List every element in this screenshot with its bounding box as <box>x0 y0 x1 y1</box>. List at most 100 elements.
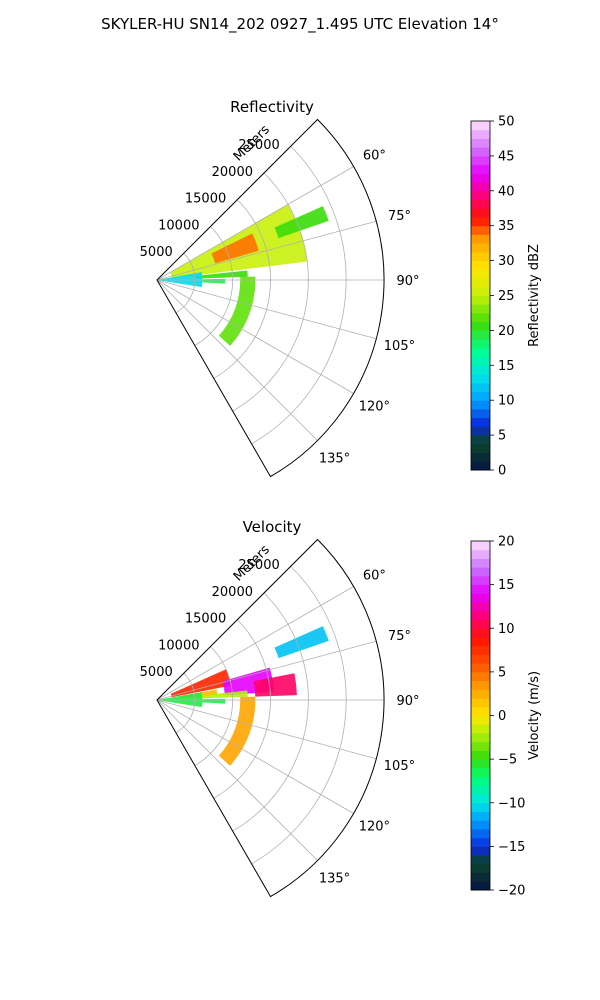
azimuth-tick-label: 120° <box>359 820 390 835</box>
colorbar-swatch <box>471 776 490 786</box>
colorbar-swatch <box>471 741 490 751</box>
colorbar-swatch <box>471 541 490 551</box>
colorbar-swatch <box>471 846 490 856</box>
colorbar-swatch <box>471 628 490 638</box>
grid-arc-10000 <box>194 646 234 766</box>
echo-region-2 <box>274 206 329 239</box>
colorbar-tick-label: 10 <box>498 394 515 409</box>
colorbar-swatch <box>471 863 490 874</box>
colorbar-swatch <box>471 855 490 865</box>
azimuth-tick-label: 135° <box>319 451 350 466</box>
colorbar-swatch <box>471 724 490 734</box>
grid-arc-25000 <box>251 565 347 865</box>
colorbar-swatch <box>471 225 490 235</box>
radial-tick-label: 5000 <box>140 245 173 260</box>
colorbar-swatch <box>471 881 490 891</box>
colorbar-swatch <box>471 811 490 821</box>
figure-title: SKYLER-HU SN14_202 0927_1.495 UTC Elevat… <box>101 15 499 33</box>
azimuth-tick-label: 75° <box>388 209 411 224</box>
colorbar-swatch <box>471 147 490 157</box>
colorbar-swatch <box>471 575 490 586</box>
colorbar-swatch <box>471 216 490 227</box>
echo-region-4 <box>194 690 248 699</box>
colorbar-swatch <box>471 767 490 778</box>
sector-outline <box>156 538 385 898</box>
colorbar-swatch <box>471 732 490 743</box>
colorbar: −20 −15 −10 −5 0 5 10 15 20 Velocity (m/s) <box>470 535 542 899</box>
colorbar-swatch <box>471 121 490 131</box>
colorbar-swatch <box>471 636 490 647</box>
colorbar-swatch <box>471 347 490 358</box>
colorbar-swatch <box>471 602 490 612</box>
colorbar-tick-label: 30 <box>498 254 515 269</box>
colorbar-tick-label: 15 <box>498 578 515 593</box>
colorbar-swatch <box>471 426 490 436</box>
colorbar-tick-label: 0 <box>498 464 506 479</box>
colorbar-tick-label: 45 <box>498 149 515 164</box>
colorbar-swatch <box>471 567 490 577</box>
colorbar-swatch <box>471 190 490 201</box>
colorbar-swatch <box>471 374 490 384</box>
colorbar-swatch <box>471 461 490 471</box>
colorbar-swatch <box>471 208 490 218</box>
azimuth-tick-label: 105° <box>384 759 415 774</box>
colorbar-swatch <box>471 400 490 410</box>
colorbar-label: Velocity (m/s) <box>527 671 542 760</box>
colorbar-tick-label: 35 <box>498 219 515 234</box>
grid-spoke-135 <box>156 279 318 441</box>
colorbar-tick-label: 10 <box>498 622 515 637</box>
colorbar-swatch <box>471 452 490 462</box>
colorbar-swatch <box>471 356 490 366</box>
grid-spoke-75 <box>156 220 377 281</box>
colorbar-swatch <box>471 382 490 392</box>
colorbar-swatch <box>471 663 490 673</box>
colorbar: 0 5 10 15 20 25 30 35 40 45 50 Reflectivity dBZ <box>470 115 542 479</box>
grid-arc-25000 <box>251 145 347 445</box>
radial-tick-label: 15000 <box>185 192 226 207</box>
azimuth-tick-label: 90° <box>396 274 419 289</box>
colorbar-swatch <box>471 182 490 192</box>
azimuth-tick-label: 60° <box>363 569 386 584</box>
echo-region-1 <box>211 233 259 264</box>
colorbar-swatch <box>471 408 490 419</box>
colorbar-swatch <box>471 234 490 244</box>
colorbar-swatch <box>471 802 490 812</box>
colorbar-tick-label: 0 <box>498 709 506 724</box>
colorbar-swatch <box>471 654 490 664</box>
colorbar-swatch <box>471 558 490 568</box>
colorbar-swatch <box>471 164 490 174</box>
colorbar-tick-label: 40 <box>498 184 515 199</box>
colorbar-swatch <box>471 330 490 340</box>
colorbar-swatch <box>471 365 490 375</box>
grid-spoke-120 <box>156 699 354 814</box>
azimuth-tick-label: 90° <box>396 694 419 709</box>
colorbar-swatch <box>471 785 490 795</box>
colorbar-tick-label: −20 <box>498 884 525 899</box>
colorbar-tick-label: −5 <box>498 753 517 768</box>
grid-arc-15000 <box>213 619 271 799</box>
colorbar-tick-label: 50 <box>498 115 515 130</box>
panel-title: Velocity <box>243 518 302 536</box>
colorbar-swatch <box>471 872 490 882</box>
colorbar-swatch <box>471 689 490 699</box>
colorbar-swatch <box>471 610 490 621</box>
radar-panel-reflectivity: Reflectivity 5000 10000 15000 20000 25000 60° 7… <box>140 98 542 479</box>
colorbar-swatch <box>471 443 490 454</box>
colorbar-tick-label: 20 <box>498 324 515 339</box>
colorbar-swatch <box>471 593 490 603</box>
echo-region-7 <box>218 696 256 766</box>
colorbar-swatch <box>471 645 490 655</box>
colorbar-swatch <box>471 698 490 708</box>
colorbar-swatch <box>471 199 490 209</box>
echo-region-3 <box>194 270 248 279</box>
echo-region-6 <box>202 278 226 284</box>
colorbar-swatch <box>471 750 490 760</box>
azimuth-tick-label: 75° <box>388 629 411 644</box>
colorbar-swatch <box>471 391 490 401</box>
grid-spoke-75 <box>156 640 377 701</box>
radial-tick-label: 10000 <box>158 638 199 653</box>
colorbar-swatch <box>471 339 490 349</box>
grid-spoke-135 <box>156 699 318 861</box>
radial-tick-label: 5000 <box>140 665 173 680</box>
